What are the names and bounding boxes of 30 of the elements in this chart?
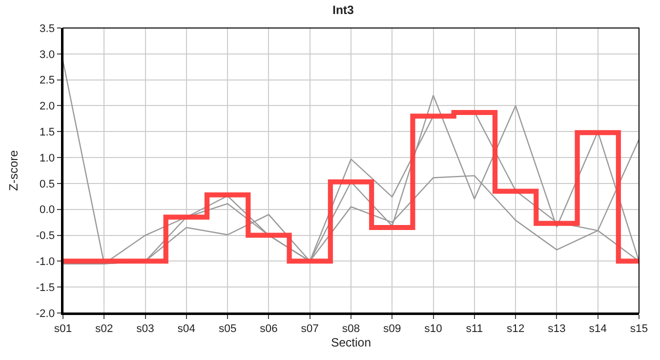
- y-tick-label: 3.5: [40, 22, 55, 35]
- x-tick-label: s06: [260, 323, 278, 336]
- x-tick-label: s08: [342, 323, 360, 336]
- y-tick-label: 3.0: [40, 48, 55, 61]
- x-tick-label: s07: [300, 323, 319, 336]
- y-tick-label: -2.0: [36, 308, 55, 320]
- x-axis-title: Section: [330, 336, 372, 350]
- x-tick-label: s03: [136, 323, 154, 336]
- y-axis-title: Z-score: [6, 150, 21, 191]
- y-tick-label: 0.5: [40, 178, 55, 190]
- y-tick-label: 2.0: [40, 100, 55, 113]
- x-tick-label: s10: [424, 323, 442, 336]
- chart-title: Int3: [332, 2, 354, 17]
- y-tick-label: -0.5: [36, 230, 55, 242]
- x-tick-label: s12: [506, 323, 524, 336]
- x-tick-label: s15: [630, 323, 648, 336]
- x-tick-label: s05: [218, 323, 236, 336]
- x-tick-label: s02: [95, 323, 114, 336]
- x-tick-label: s01: [54, 323, 72, 336]
- y-tick-label: 1.5: [40, 126, 55, 138]
- x-tick-label: s14: [588, 323, 607, 336]
- y-tick-label: 0.0: [40, 204, 55, 216]
- y-tick-label: -1.5: [36, 282, 55, 294]
- x-tick-label: s11: [466, 323, 483, 336]
- x-tick-label: s13: [548, 323, 566, 336]
- y-tick-label: -1.0: [36, 256, 55, 268]
- y-tick-label: 2.5: [40, 74, 55, 87]
- x-tick-label: s09: [383, 323, 402, 336]
- y-tick-label: 1.0: [40, 152, 55, 164]
- x-tick-label: s04: [178, 323, 196, 336]
